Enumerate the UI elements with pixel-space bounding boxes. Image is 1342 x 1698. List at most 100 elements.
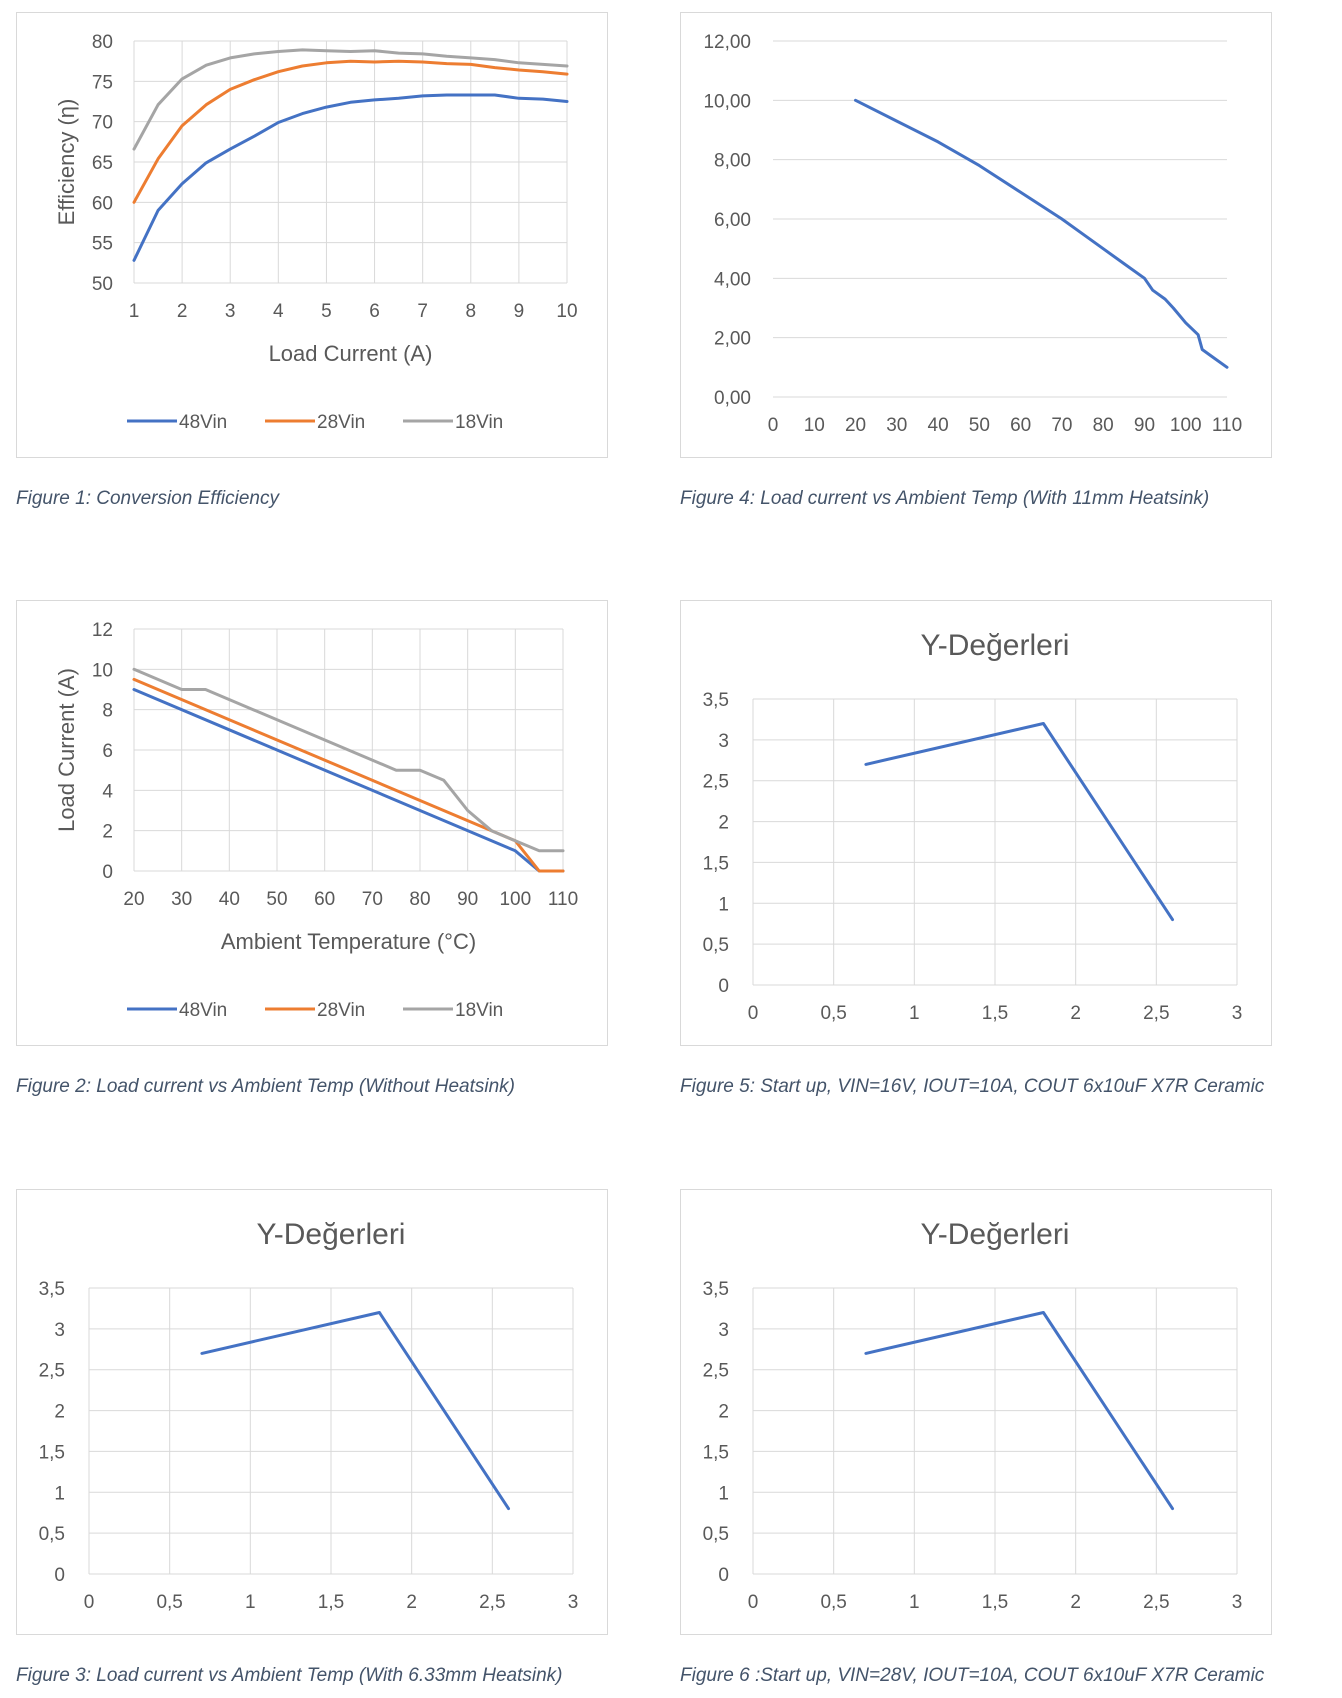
x-tick-label: 5 bbox=[321, 301, 332, 322]
x-tick-label: 8 bbox=[465, 301, 476, 322]
x-tick-label: 90 bbox=[1134, 415, 1155, 436]
legend-label: 48Vin bbox=[179, 1000, 227, 1021]
y-tick-label: 0,5 bbox=[703, 1524, 729, 1545]
y-tick-label: 3,5 bbox=[703, 1279, 729, 1300]
x-tick-label: 80 bbox=[1093, 415, 1114, 436]
x-tick-label: 6 bbox=[369, 301, 380, 322]
x-tick-label: 60 bbox=[1010, 415, 1031, 436]
x-tick-label: 30 bbox=[886, 415, 907, 436]
y-tick-label: 2 bbox=[102, 822, 113, 843]
chart-svg: 0 2 4 6 8 10 12 20 30 40 50 60 70 80 90 100 110 Ambient T… bbox=[54, 620, 578, 1021]
y-tick-label: 1 bbox=[718, 894, 729, 915]
x-tick-label: 70 bbox=[1051, 415, 1072, 436]
x-tick-label: 20 bbox=[123, 889, 144, 910]
series-line-18vin bbox=[132, 48, 569, 151]
y-tick-label: 80 bbox=[92, 32, 113, 53]
x-tick-label: 0 bbox=[84, 1592, 95, 1613]
y-tick-label: 1,5 bbox=[703, 1442, 729, 1463]
y-tick-label: 0 bbox=[718, 1565, 729, 1586]
y-tick-label: 3 bbox=[718, 731, 729, 752]
y-tick-label: 4 bbox=[102, 781, 113, 802]
legend-label: 18Vin bbox=[455, 1000, 503, 1021]
y-tick-label: 10 bbox=[92, 660, 113, 681]
x-tick-label: 1,5 bbox=[982, 1592, 1008, 1613]
x-tick-label: 3 bbox=[568, 1592, 579, 1613]
y-tick-label: 0 bbox=[102, 862, 113, 883]
chart-svg: Y-Değerleri 0 0,5 1 1,5 2 2,5 3 3,5 0 0,5 1 1,5 2 2,5 3 bbox=[703, 1218, 1243, 1613]
y-tick-label: 1,5 bbox=[703, 853, 729, 874]
x-tick-label: 2,5 bbox=[1143, 1592, 1169, 1613]
chart-svg: 50 55 60 65 70 75 80 1 2 3 4 5 6 7 8 9 10 Load Current (A… bbox=[54, 32, 578, 433]
chart-title: Y-Değerleri bbox=[921, 1218, 1070, 1251]
x-tick-label: 4 bbox=[273, 301, 284, 322]
y-tick-label: 2 bbox=[718, 813, 729, 834]
chart-frame: Y-Değerleri 0 0,5 1 1,5 2 2,5 3 3,5 0 0,5 1 1,5 2 2,5 3 bbox=[680, 600, 1272, 1046]
y-tick-label: 55 bbox=[92, 234, 113, 255]
y-tick-label: 50 bbox=[92, 274, 113, 295]
x-tick-label: 110 bbox=[548, 889, 578, 910]
x-tick-label: 1 bbox=[245, 1592, 256, 1613]
x-tick-label: 100 bbox=[499, 889, 531, 910]
x-tick-label: 40 bbox=[219, 889, 240, 910]
series-line-48vin bbox=[132, 688, 565, 873]
x-tick-label: 2 bbox=[1070, 1592, 1081, 1613]
x-tick-label: 1,5 bbox=[318, 1592, 344, 1613]
chart-frame: Y-Değerleri 0 0,5 1 1,5 2 2,5 3 3,5 0 0,5 1 1,5 2 2,5 3 bbox=[16, 1189, 608, 1635]
x-tick-label: 2 bbox=[406, 1592, 417, 1613]
x-tick-label: 1 bbox=[909, 1003, 920, 1024]
x-tick-label: 3 bbox=[1232, 1592, 1243, 1613]
y-tick-label: 2 bbox=[54, 1402, 65, 1423]
legend-label: 18Vin bbox=[455, 412, 503, 433]
y-tick-label: 3 bbox=[718, 1320, 729, 1341]
y-tick-label: 3,5 bbox=[703, 690, 729, 711]
chart-title: Y-Değerleri bbox=[921, 629, 1070, 662]
x-tick-label: 70 bbox=[362, 889, 383, 910]
y-tick-label: 60 bbox=[92, 193, 113, 214]
x-tick-label: 2,5 bbox=[479, 1592, 505, 1613]
y-tick-label: 1,5 bbox=[39, 1442, 65, 1463]
y-tick-label: 1 bbox=[718, 1483, 729, 1504]
x-tick-label: 60 bbox=[314, 889, 335, 910]
series-line-18vin bbox=[132, 667, 565, 853]
y-tick-label: 70 bbox=[92, 113, 113, 134]
y-tick-label: 2,5 bbox=[703, 1361, 729, 1382]
x-tick-label: 0 bbox=[748, 1003, 759, 1024]
legend-label: 48Vin bbox=[179, 412, 227, 433]
y-tick-label: 6 bbox=[102, 741, 113, 762]
y-tick-label: 4,00 bbox=[714, 269, 751, 290]
y-tick-label: 2 bbox=[718, 1402, 729, 1423]
chart-svg: 0,00 2,00 4,00 6,00 8,00 10,00 12,00 0 10 20 30 40 5… bbox=[703, 32, 1242, 436]
legend-label: 28Vin bbox=[317, 1000, 365, 1021]
x-tick-label: 0 bbox=[748, 1592, 759, 1613]
y-tick-label: 6,00 bbox=[714, 210, 751, 231]
x-tick-label: 110 bbox=[1212, 415, 1242, 436]
y-tick-label: 12 bbox=[92, 620, 113, 641]
series-line-48vin bbox=[132, 93, 569, 262]
chart-svg: Y-Değerleri 0 0,5 1 1,5 2 2,5 3 3,5 0 0,5 1 1,5 2 2,5 3 bbox=[703, 629, 1243, 1024]
x-tick-label: 1 bbox=[129, 301, 140, 322]
y-tick-label: 2,00 bbox=[714, 329, 751, 350]
chart-title: Y-Değerleri bbox=[257, 1218, 406, 1251]
x-tick-label: 10 bbox=[804, 415, 825, 436]
x-axis-label: Load Current (A) bbox=[269, 341, 433, 366]
x-tick-label: 2 bbox=[1070, 1003, 1081, 1024]
x-tick-label: 100 bbox=[1170, 415, 1202, 436]
series-line bbox=[864, 1311, 1174, 1511]
x-tick-label: 0 bbox=[768, 415, 779, 436]
x-tick-label: 40 bbox=[928, 415, 949, 436]
figure-caption: Figure 5: Start up, VIN=16V, IOUT=10A, C… bbox=[680, 1076, 1265, 1097]
legend-label: 28Vin bbox=[317, 412, 365, 433]
series-line bbox=[854, 98, 1229, 369]
x-tick-label: 50 bbox=[266, 889, 287, 910]
figure-caption: Figure 2: Load current vs Ambient Temp (… bbox=[16, 1076, 515, 1097]
x-tick-label: 1 bbox=[909, 1592, 920, 1613]
y-tick-label: 65 bbox=[92, 153, 113, 174]
y-tick-label: 75 bbox=[92, 72, 113, 93]
y-tick-label: 3,5 bbox=[39, 1279, 65, 1300]
chart-frame: Y-Değerleri 0 0,5 1 1,5 2 2,5 3 3,5 0 0,5 1 1,5 2 2,5 3 bbox=[680, 1189, 1272, 1635]
chart-frame: 0,00 2,00 4,00 6,00 8,00 10,00 12,00 0 10 20 30 40 5… bbox=[680, 12, 1272, 458]
y-tick-label: 10,00 bbox=[703, 91, 751, 112]
y-tick-label: 8 bbox=[102, 701, 113, 722]
y-tick-label: 2,5 bbox=[39, 1361, 65, 1382]
x-tick-label: 1,5 bbox=[982, 1003, 1008, 1024]
